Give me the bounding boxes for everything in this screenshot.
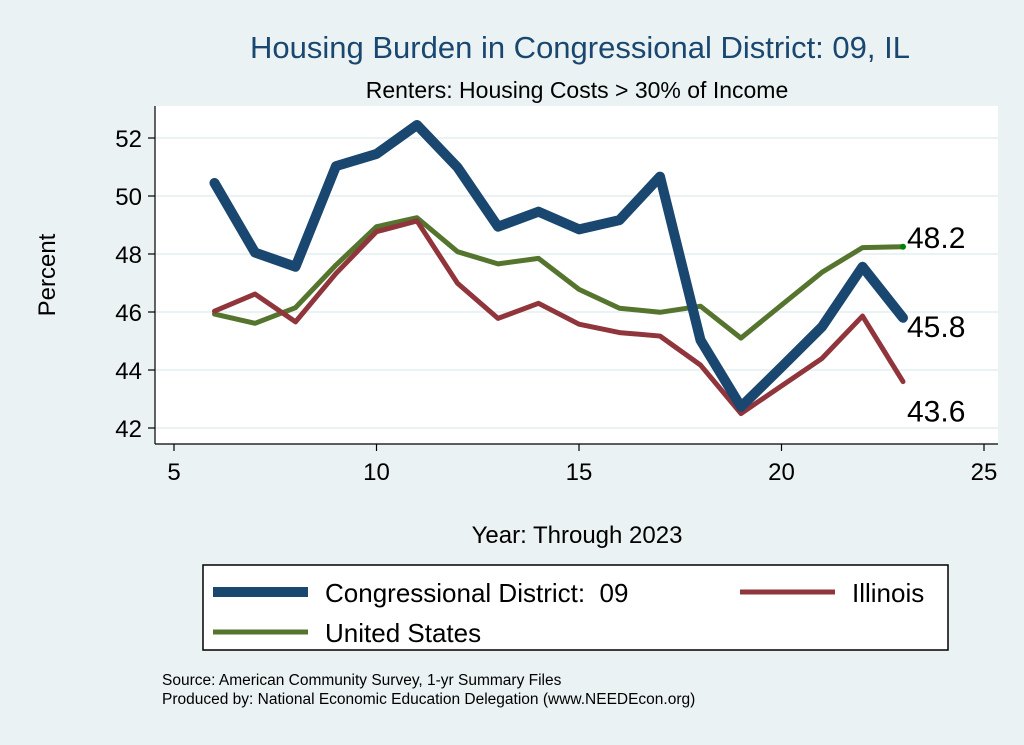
y-tick-label: 50 [115,184,142,211]
x-axis-label: Year: Through 2023 [472,522,683,549]
x-tick-label: 25 [971,459,998,486]
x-tick-label: 10 [363,459,390,486]
series-line-united-states [212,215,906,341]
legend: Congressional District: 09 Illinois Unit… [202,564,949,651]
y-tick-label: 42 [115,416,142,443]
series-line-congressional-district-09 [209,119,908,412]
end-value-label: 48.2 [907,222,965,255]
end-value-label: 45.8 [907,311,965,344]
x-tick-label: 15 [566,459,593,486]
x-tick-label: 20 [768,459,795,486]
end-value-label: 43.6 [907,396,965,429]
y-tick-label: 44 [115,358,142,385]
y-axis-label: Percent [34,233,61,316]
legend-label-illinois: Illinois [852,578,924,608]
y-tick-label: 48 [115,242,142,269]
series-line-illinois [212,218,906,416]
source-note: Source: American Community Survey, 1-yr … [162,672,562,689]
chart-subtitle: Renters: Housing Costs > 30% of Income [366,77,789,103]
x-tick-label: 5 [167,459,180,486]
y-tick-label: 46 [115,300,142,327]
legend-label-district: Congressional District: 09 [325,578,628,608]
y-tick-label: 52 [115,126,142,153]
chart-title: Housing Burden in Congressional District… [250,30,910,65]
legend-label-us: United States [325,618,481,648]
end-point-marker [900,243,906,250]
producer-note: Produced by: National Economic Education… [162,691,696,708]
